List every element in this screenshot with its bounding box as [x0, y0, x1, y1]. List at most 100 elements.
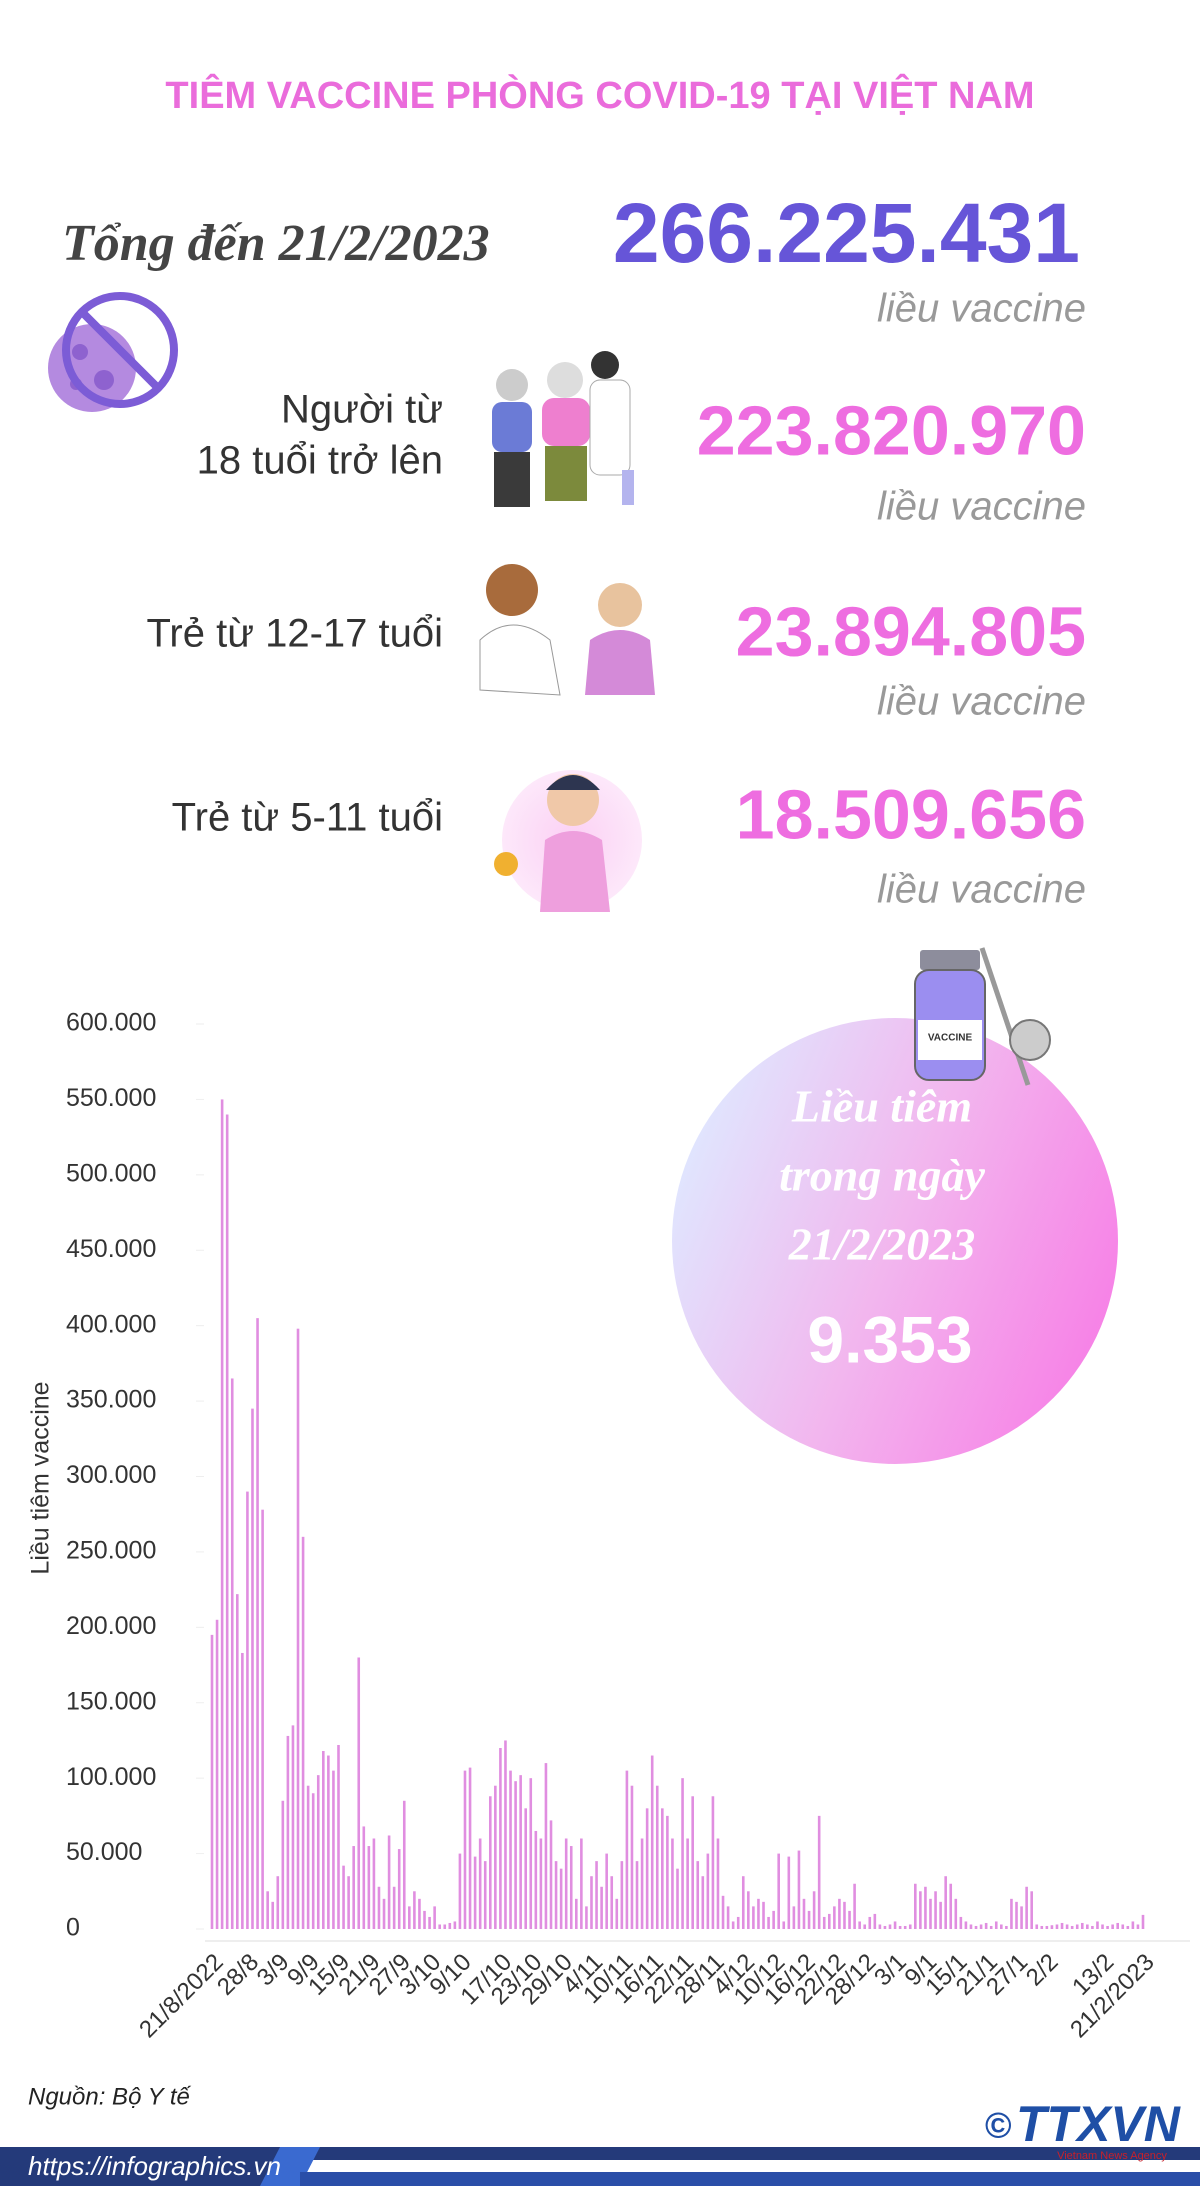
total-unit: liều vaccine	[877, 287, 1086, 331]
logo: © TTXVN Vietnam News Agency	[985, 2096, 1181, 2162]
bar	[397, 1849, 401, 1929]
bar	[959, 1916, 963, 1929]
bar	[817, 1815, 821, 1929]
bar	[1075, 1924, 1079, 1929]
bar	[757, 1898, 760, 1929]
bar	[595, 1861, 598, 1929]
bar	[220, 1099, 224, 1929]
bar	[1086, 1924, 1089, 1929]
bar	[463, 1770, 467, 1929]
bar	[600, 1886, 603, 1929]
bar	[554, 1861, 558, 1929]
bar	[261, 1509, 264, 1929]
bar	[504, 1740, 507, 1929]
bar	[772, 1910, 775, 1929]
bar	[241, 1652, 244, 1929]
bar	[382, 1898, 386, 1929]
bar	[893, 1921, 897, 1929]
bar	[210, 1634, 214, 1929]
group-value: 23.894.805	[736, 592, 1086, 670]
bar	[833, 1906, 836, 1929]
bar	[478, 1838, 482, 1929]
bar	[1116, 1922, 1120, 1929]
bar	[752, 1906, 755, 1929]
y-tick-label: 100.000	[66, 1763, 156, 1791]
y-axis-label: Liều tiêm vaccine	[27, 1381, 55, 1574]
child-illustration	[494, 770, 642, 912]
bar	[1080, 1922, 1084, 1929]
bar	[458, 1853, 462, 1929]
bar	[418, 1898, 421, 1929]
bar	[787, 1856, 791, 1929]
callout-value: 9.353	[807, 1302, 972, 1376]
bar	[655, 1785, 659, 1929]
bar	[1000, 1924, 1003, 1929]
bar	[726, 1906, 730, 1929]
y-tick-label: 200.000	[66, 1612, 156, 1640]
bar	[620, 1861, 624, 1929]
url[interactable]: https://infographics.vn	[28, 2151, 281, 2181]
bar	[949, 1883, 953, 1929]
bar	[575, 1898, 578, 1929]
bar	[615, 1898, 619, 1929]
bar	[969, 1924, 973, 1929]
bar	[357, 1657, 361, 1929]
y-tick-label: 450.000	[66, 1235, 156, 1263]
bar	[635, 1861, 639, 1929]
bar	[716, 1838, 720, 1929]
bar	[827, 1913, 831, 1929]
bar	[428, 1916, 431, 1929]
bar	[392, 1886, 396, 1929]
bar	[453, 1921, 457, 1929]
footer-bar: https://infographics.vn	[0, 2147, 1200, 2186]
bar	[311, 1793, 315, 1929]
bar	[1091, 1925, 1094, 1929]
bar	[853, 1883, 856, 1929]
group-label: Người từ	[281, 388, 443, 432]
y-tick-label: 350.000	[66, 1386, 156, 1414]
bar	[347, 1876, 350, 1929]
bar	[605, 1853, 608, 1929]
bar	[676, 1868, 679, 1929]
bar	[767, 1916, 770, 1929]
bar	[934, 1891, 937, 1929]
bar	[483, 1861, 487, 1929]
bar	[473, 1856, 477, 1929]
bar	[1141, 1914, 1145, 1929]
bar	[671, 1838, 674, 1929]
bar	[994, 1921, 998, 1929]
bar	[747, 1891, 750, 1929]
y-tick-label: 50.000	[66, 1838, 142, 1866]
callout-line: trong ngày	[779, 1150, 985, 1201]
x-tick-label: 21/8/2022	[134, 1949, 229, 2044]
y-tick-label: 550.000	[66, 1084, 156, 1112]
group-value: 18.509.656	[736, 775, 1086, 853]
bar	[590, 1876, 593, 1929]
elderly-illustration	[492, 351, 634, 507]
bar	[509, 1770, 512, 1929]
callout-text: Liều tiêm trong ngày 21/2/2023	[779, 1081, 985, 1270]
bar	[989, 1925, 993, 1929]
bar	[777, 1853, 780, 1929]
bar	[544, 1763, 548, 1929]
bar	[984, 1922, 988, 1929]
vial-label: VACCINE	[928, 1033, 973, 1044]
bar	[807, 1910, 811, 1929]
bar	[1096, 1921, 1099, 1929]
bar	[1126, 1925, 1130, 1929]
callout-line: 21/2/2023	[788, 1219, 976, 1270]
bar	[731, 1921, 735, 1929]
bar	[1040, 1925, 1044, 1929]
bar	[1106, 1925, 1109, 1929]
bar	[858, 1921, 861, 1929]
bar	[666, 1815, 669, 1929]
bar	[448, 1922, 452, 1929]
bar	[402, 1800, 406, 1929]
bar	[822, 1916, 826, 1929]
bar	[322, 1751, 325, 1929]
bar	[908, 1924, 912, 1929]
bar	[903, 1925, 907, 1929]
bar	[610, 1876, 614, 1929]
bar	[443, 1924, 447, 1929]
